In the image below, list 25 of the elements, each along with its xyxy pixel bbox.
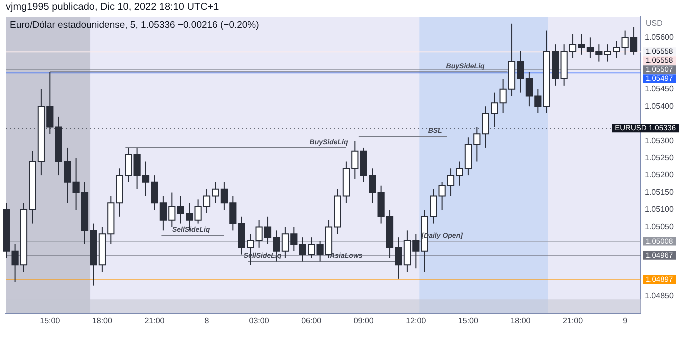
chart-subtitle: Euro/Dólar estadounidense, 5, 1.05336 −0.00216 (−0.20%) — [10, 20, 260, 31]
x-tick-label: 15:00 — [458, 316, 480, 326]
x-tick-label: 03:00 — [249, 316, 270, 326]
x-tick-label: 21:00 — [563, 316, 584, 326]
y-tick-label: 1.05400 — [645, 102, 674, 111]
chart-title: vjmg1995 publicado, Dic 10, 2022 18:10 UTC+1 — [6, 2, 220, 13]
y-tick-label: 1.05200 — [645, 170, 674, 180]
x-tick-label: 15:00 — [40, 316, 61, 326]
y-tick-label: 1.05250 — [645, 154, 674, 163]
y-axis-title: USD — [646, 19, 663, 28]
y-tick-label: 1.05050 — [645, 222, 674, 232]
x-tick-label: 8 — [204, 316, 210, 326]
y-tick-label: 1.05450 — [645, 84, 674, 94]
x-tick-label: 12:00 — [406, 316, 427, 326]
x-tick-label: 21:00 — [144, 316, 166, 326]
y-tick-label: 1.04850 — [645, 291, 674, 300]
x-tick-label: 18:00 — [92, 316, 113, 326]
y-tick-label: 1.05600 — [645, 32, 674, 42]
x-tick-label: 18:00 — [510, 316, 532, 326]
x-tick-label: 09:00 — [354, 316, 374, 326]
x-tick-label: 9 — [623, 316, 628, 326]
x-tick-label: 06:00 — [302, 316, 322, 326]
y-tick-label: 1.05150 — [645, 188, 674, 197]
y-tick-label: 1.05100 — [645, 205, 674, 214]
y-tick-label: 1.05300 — [645, 136, 674, 146]
